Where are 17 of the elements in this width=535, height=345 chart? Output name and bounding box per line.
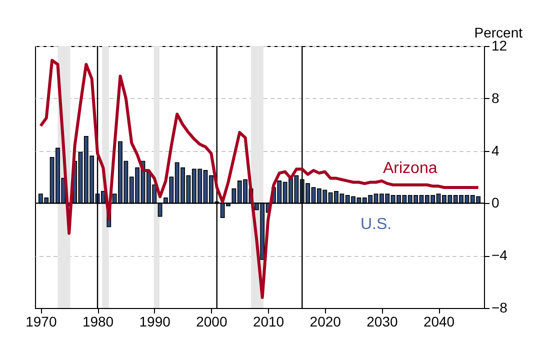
series-label: Arizona bbox=[382, 160, 438, 177]
y-tick-label: −8 bbox=[492, 300, 508, 316]
x-tick-label: 1990 bbox=[139, 314, 171, 330]
y-tick-label: 8 bbox=[492, 90, 500, 106]
x-tick-label: 2000 bbox=[196, 314, 228, 330]
x-tick-label: 2020 bbox=[310, 314, 342, 330]
series-label: U.S. bbox=[360, 216, 392, 234]
y-axis-title: Percent bbox=[474, 24, 523, 40]
x-tick-label: 1980 bbox=[82, 314, 114, 330]
x-tick-label: 2040 bbox=[423, 314, 455, 330]
x-tick-label: 1970 bbox=[26, 314, 57, 330]
x-tick-label: 2010 bbox=[252, 314, 284, 330]
y-tick-label: 4 bbox=[492, 142, 500, 158]
y-tick-label: 0 bbox=[492, 194, 500, 211]
y-tick-label: −4 bbox=[492, 247, 508, 264]
x-tick-label: 2030 bbox=[366, 314, 398, 330]
y-tick-label: 12 bbox=[492, 38, 508, 54]
